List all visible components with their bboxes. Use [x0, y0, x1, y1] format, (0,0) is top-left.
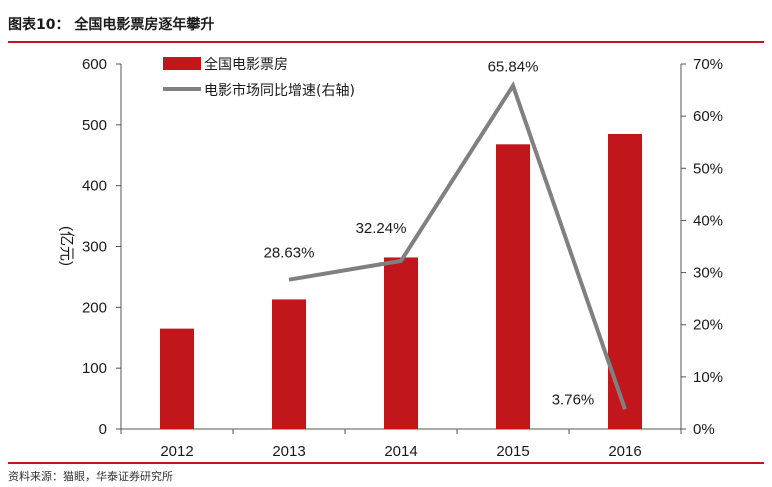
y-right-tick-label: 0% [693, 421, 715, 438]
footer-divider [8, 462, 764, 464]
legend-bar-label: 全国电影票房 [204, 56, 288, 73]
bar-2013 [272, 299, 306, 429]
y-right-tick-label: 20% [693, 317, 723, 334]
x-tick-label: 2014 [384, 443, 417, 460]
growth-line [288, 81, 627, 411]
y-right-tick-label: 60% [693, 108, 723, 125]
x-tick-label: 2015 [496, 443, 529, 460]
y-right-tick-label: 30% [693, 265, 723, 282]
growth-data-label: 28.63% [264, 245, 315, 262]
growth-data-label: 3.76% [552, 391, 595, 408]
y-right-tick-label: 50% [693, 160, 723, 177]
bar-2015 [496, 144, 530, 430]
bar-2016 [608, 133, 642, 430]
y-left-tick-label: 0 [99, 421, 107, 438]
y-right-tick-label: 40% [693, 212, 723, 229]
chart-title: 图表10： 全国电影票房逐年攀升 [8, 17, 215, 33]
x-tick-label: 2016 [608, 443, 641, 460]
y-axis-label: (亿元) [58, 226, 75, 266]
y-left-tick-label: 300 [82, 239, 107, 256]
x-tick-label: 2013 [272, 443, 305, 460]
legend-line-label: 电影市场同比增速(右轴) [204, 82, 355, 99]
y-left-tick-label: 500 [82, 117, 107, 134]
source-note: 资料来源：猫眼，华泰证券研究所 [8, 470, 173, 483]
title-divider [8, 41, 764, 43]
legend-bar-swatch [163, 57, 201, 70]
x-tick-label: 2012 [160, 443, 193, 460]
growth-data-label: 65.84% [488, 59, 539, 76]
bar-2014 [384, 257, 418, 429]
growth-data-label: 32.24% [356, 220, 407, 237]
bar-2012 [160, 328, 194, 429]
y-left-tick-label: 400 [82, 178, 107, 195]
y-left-tick-label: 200 [82, 299, 107, 316]
y-right-tick-label: 70% [693, 56, 723, 73]
legend: 全国电影票房 电影市场同比增速(右轴) [163, 56, 355, 99]
y-left-tick-label: 600 [82, 56, 107, 73]
y-right-tick-label: 10% [693, 369, 723, 386]
y-left-tick-label: 100 [82, 360, 107, 377]
